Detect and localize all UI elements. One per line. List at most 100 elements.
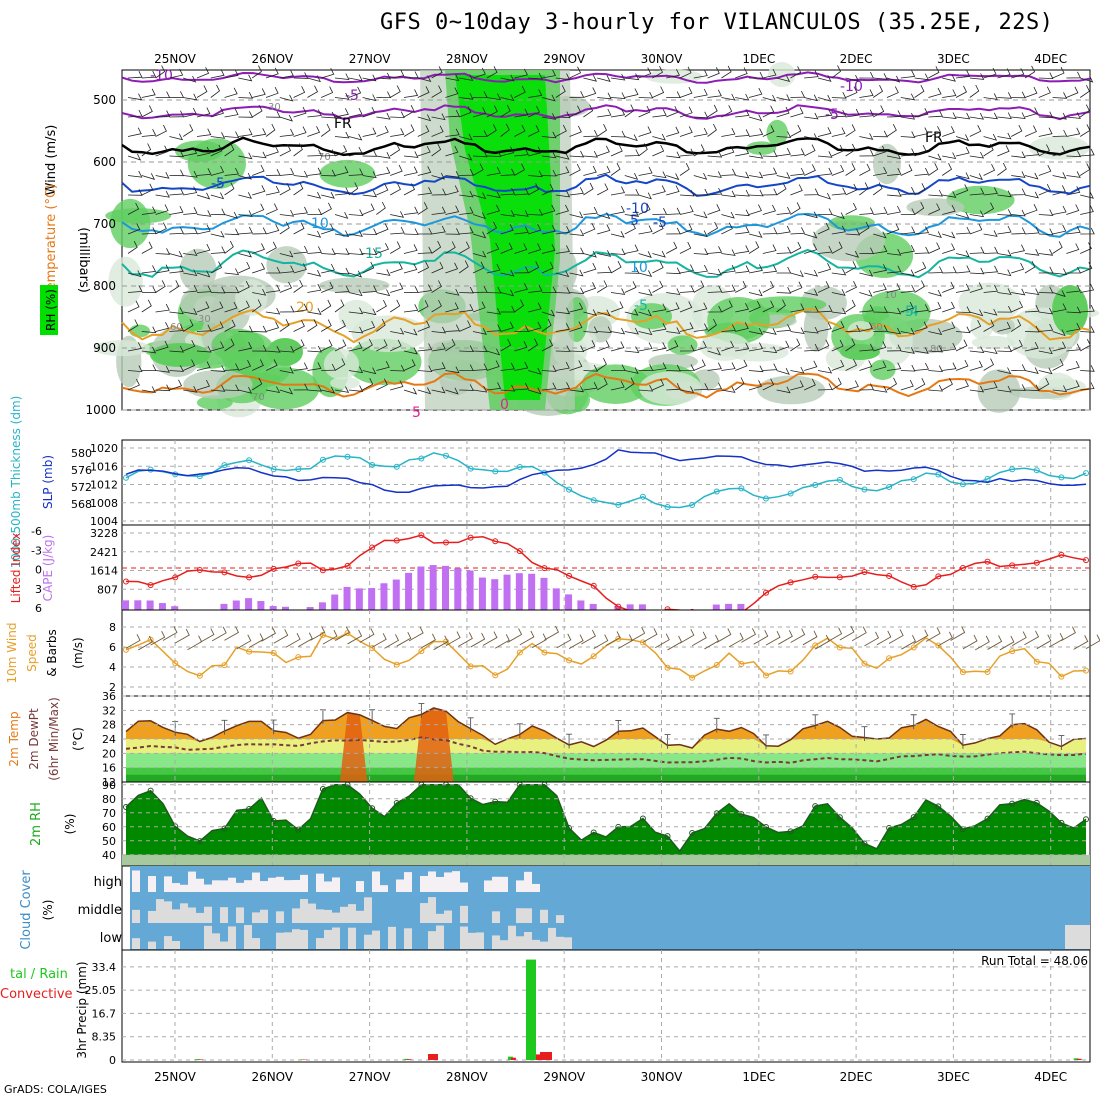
cloud-level-label: low [100, 931, 123, 946]
wind-barb [307, 75, 321, 83]
wind-barb-10m [211, 626, 227, 642]
wind-barb [362, 74, 377, 82]
wind-barb [238, 172, 252, 180]
wind-barb [583, 182, 594, 196]
wind-barb [928, 189, 943, 197]
wind-barb [528, 223, 542, 235]
wind-barb-10m [261, 627, 276, 642]
wind-barb [831, 127, 846, 137]
wind-barb [1024, 125, 1037, 137]
precip-total-bar [526, 959, 536, 1060]
wind-barb [693, 341, 707, 352]
cape-bar [380, 583, 388, 610]
wind-barb [610, 162, 621, 176]
wind-barb [721, 127, 736, 137]
cloud-cover-bar [172, 883, 180, 892]
wind-barb [321, 248, 336, 255]
wind-barb [942, 378, 953, 391]
rh-line-point [221, 825, 228, 832]
wind-barb [693, 248, 709, 255]
cape-bar [491, 579, 499, 610]
cloud-cover-bar [380, 885, 388, 892]
wind-barb [169, 379, 183, 391]
lifted-index-line-point [590, 582, 597, 589]
wind-barb [942, 152, 957, 160]
wind-barb-10m [987, 635, 1003, 650]
rh-line-point [984, 815, 991, 822]
cloud-cover-bar [492, 911, 500, 923]
cape-bar [171, 606, 179, 610]
wind-barb [169, 133, 184, 141]
wind-barb [472, 67, 486, 79]
wind-axis-label-1: 10m Wind [5, 623, 19, 684]
wind-speed-line [125, 632, 1087, 679]
wind-barb [279, 281, 293, 293]
wind-speed-line-point [836, 644, 843, 651]
wind-barb [969, 385, 985, 393]
wind-barb [748, 171, 764, 179]
cape-bar [454, 568, 462, 610]
wind-barb [790, 327, 805, 335]
rh-contour-label: 60 [170, 322, 183, 333]
wind-barb [293, 279, 304, 293]
cape-bar [638, 604, 646, 610]
wind-barb [403, 328, 418, 336]
wind-barb [928, 365, 943, 373]
wind-barb [900, 186, 916, 196]
wind-barb [845, 228, 861, 236]
wind-barb [555, 361, 570, 371]
rh-line-point [344, 781, 351, 788]
wind-barb [307, 308, 322, 315]
cloud-cover-bar [452, 871, 460, 892]
wind-speed-line-point [246, 648, 253, 655]
cloud-cover-bar [332, 912, 340, 923]
wind-barb [942, 301, 955, 313]
wind-barb [707, 123, 717, 137]
wind-barb [721, 211, 735, 219]
wind-barb [348, 107, 363, 118]
wind-barb [1024, 288, 1040, 296]
wind-barb [514, 283, 528, 293]
rh-contour-label: 60 [870, 322, 883, 333]
wind-barb [196, 285, 212, 293]
wind-barb [831, 307, 847, 315]
wind-barb [666, 327, 681, 334]
pressure-tick-label: 500 [93, 93, 116, 107]
cloud-cover-bar [460, 926, 468, 949]
wind-barb [500, 123, 510, 137]
wind-barb [1024, 191, 1039, 199]
wind-barb [445, 87, 459, 98]
date-label-top: 3DEC [937, 52, 970, 66]
thickness-line-point [1058, 474, 1065, 481]
wind-barb [555, 73, 571, 81]
rh-shade [338, 299, 376, 332]
cloud-cover-bar [316, 873, 324, 892]
wind-barb [914, 108, 929, 118]
wind-barb-10m [765, 630, 781, 646]
wind-barb [707, 187, 723, 196]
wind-barb [983, 347, 998, 355]
rh-contour-label: 80 [930, 344, 943, 355]
cape-bar [146, 600, 154, 610]
wind-barb [638, 342, 653, 352]
wind-speed-line-point [738, 660, 745, 667]
wind-barb [928, 87, 942, 98]
wind-barb [610, 341, 625, 352]
wind-barb [693, 302, 708, 313]
wind-barb [652, 323, 667, 332]
wind-barb [735, 93, 750, 101]
wind-barb-10m [347, 629, 363, 645]
wind-barb [955, 146, 970, 157]
lifted-index-line-point [1058, 551, 1065, 558]
wind-barb [265, 67, 279, 79]
wind-barb [307, 345, 322, 353]
pressure-tick-label: 1000 [85, 403, 116, 417]
wind-barb [417, 300, 429, 313]
wind-barb [486, 221, 498, 235]
thickness-line-point [221, 462, 228, 469]
wind-barb [652, 86, 665, 98]
minmax-whisker [664, 734, 671, 749]
wind-barb [569, 345, 585, 353]
wind-barb [196, 345, 212, 353]
wind-barb [127, 93, 143, 101]
